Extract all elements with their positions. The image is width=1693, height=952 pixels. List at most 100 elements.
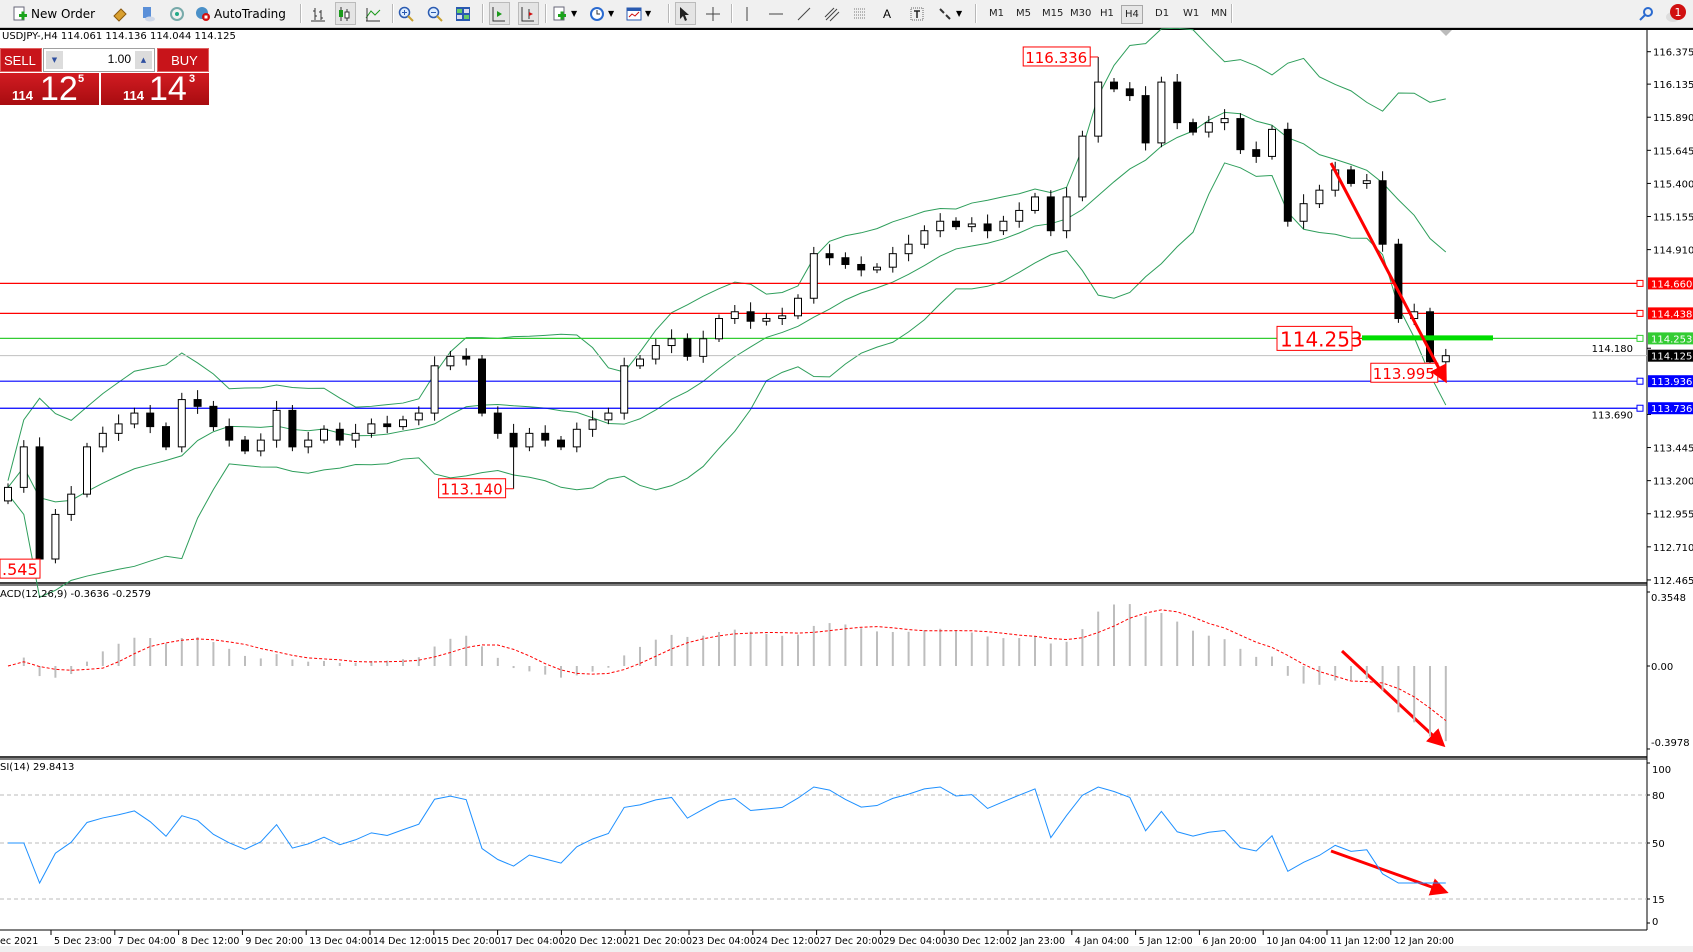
bear-candle-body: [241, 439, 249, 452]
candle: [541, 425, 550, 447]
candle: [1157, 76, 1166, 148]
cursor-icon: [680, 6, 689, 21]
price-tag-label: 113.936: [1651, 377, 1692, 388]
time-tick-label: 15 Dec 20:00: [437, 936, 501, 947]
bull-candle-body: [304, 439, 313, 448]
line-chart-button[interactable]: [365, 3, 384, 24]
candle: [1252, 141, 1261, 163]
period-m30[interactable]: M30: [1070, 8, 1092, 19]
bull-candle-body: [414, 412, 423, 421]
period-m1[interactable]: M1: [989, 8, 1004, 19]
sell-price[interactable]: 114 12 5: [0, 70, 99, 108]
new-order-button[interactable]: New Order: [12, 3, 95, 24]
autotrading-button[interactable]: AutoTrading: [195, 3, 286, 24]
bull-candle-body: [525, 432, 534, 448]
line-handle: [1636, 279, 1644, 287]
crosshair-button[interactable]: [705, 3, 724, 24]
bear-candle-body: [1046, 196, 1055, 232]
candle: [1110, 78, 1118, 93]
period-m5[interactable]: M5: [1016, 8, 1031, 19]
periods-button[interactable]: ▼: [589, 3, 614, 24]
horizontal-line-button[interactable]: [768, 3, 787, 24]
candle: [651, 338, 660, 365]
extreme-price-label: 113.995: [1373, 365, 1435, 383]
notification-icon: 1: [1666, 3, 1686, 22]
period-mn[interactable]: MN: [1211, 8, 1228, 19]
bear-candle-body: [225, 426, 234, 441]
chevron-down-icon: ▼: [571, 9, 578, 18]
tile-windows-button[interactable]: [455, 3, 474, 24]
zoom-in-button[interactable]: [398, 3, 417, 24]
meta-editor-button[interactable]: [112, 3, 131, 24]
channel-button[interactable]: [824, 3, 843, 24]
chart-shift-button[interactable]: [518, 2, 539, 25]
zoom-out-button[interactable]: [427, 3, 446, 24]
period-d1[interactable]: D1: [1155, 8, 1170, 19]
candle: [304, 432, 313, 454]
period-m15[interactable]: M15: [1042, 8, 1064, 19]
notification-count: 1: [1675, 6, 1682, 19]
bar-chart-button[interactable]: [310, 3, 329, 24]
period-h1[interactable]: H1: [1100, 8, 1114, 19]
bear-candle-body: [1283, 128, 1292, 222]
search-button[interactable]: [1638, 3, 1657, 24]
toolbar: New Order AutoTrading ▼ ▼ ▼ A ▼ M1 M5 M15 M…: [0, 0, 1693, 28]
candle: [462, 348, 471, 366]
price-tag: [1648, 277, 1693, 290]
lot-increase-icon[interactable]: ▲: [135, 51, 152, 69]
bull-candle-body: [114, 423, 123, 434]
indicators-button[interactable]: ▼: [552, 3, 577, 24]
bear-candle-body: [857, 263, 866, 271]
lot-size-stepper[interactable]: ▼ 1.00 ▲: [43, 48, 155, 72]
cursor-button[interactable]: [675, 2, 696, 25]
arrows-button[interactable]: ▼: [937, 3, 962, 24]
buy-price[interactable]: 114 14 3: [101, 70, 209, 108]
price-tick-label: 112.465: [1653, 576, 1693, 587]
extreme-label-box: [0, 558, 41, 579]
auto-scroll-button[interactable]: [489, 2, 510, 25]
separator: [300, 4, 302, 23]
lot-decrease-icon[interactable]: ▼: [46, 51, 63, 69]
bar-chart-icon: [311, 7, 325, 21]
bull-candle-body: [730, 311, 739, 320]
bull-candle-body: [1031, 196, 1039, 211]
buy-button[interactable]: BUY: [157, 48, 209, 72]
period-w1[interactable]: W1: [1183, 8, 1200, 19]
bull-candle-body: [636, 358, 644, 367]
bear-candle-body: [746, 311, 755, 322]
new-order-label: New Order: [31, 6, 96, 21]
notification-button[interactable]: 1: [1664, 2, 1688, 23]
candlestick-button[interactable]: [335, 2, 356, 25]
bull-candle-body: [967, 223, 976, 228]
candle: [572, 422, 581, 453]
text-button[interactable]: A: [883, 3, 891, 24]
fibonacci-button[interactable]: [852, 3, 871, 24]
candle: [4, 483, 12, 505]
bull-candle-body: [1441, 355, 1450, 363]
macd-tick-label: 0.00: [1651, 662, 1673, 673]
lot-size-input[interactable]: 1.00: [107, 52, 131, 66]
sell-button[interactable]: SELL: [0, 48, 42, 72]
price-tick-label: 113.445: [1653, 444, 1693, 455]
candle: [1362, 173, 1371, 189]
templates-icon: [626, 7, 642, 20]
price-tick-label: 114.180: [1592, 344, 1633, 355]
candle: [67, 486, 76, 521]
trendline-button[interactable]: [796, 3, 815, 24]
price-trend-arrow: [1329, 162, 1447, 384]
signals-button[interactable]: [169, 3, 188, 24]
candle: [1062, 187, 1071, 239]
candle: [1015, 202, 1024, 228]
bull-candle-body: [778, 315, 787, 320]
line-handle: [1636, 309, 1644, 317]
channel-icon: [824, 7, 840, 21]
text-label-button[interactable]: [909, 3, 928, 24]
period-h4[interactable]: H4: [1121, 5, 1143, 24]
bull-candle-body: [1362, 180, 1371, 184]
market-watch-button[interactable]: [140, 3, 159, 24]
fibonacci-icon: [854, 8, 866, 18]
templates-button[interactable]: ▼: [626, 3, 651, 24]
vertical-line-button[interactable]: [739, 3, 758, 24]
bull-candle-body: [762, 318, 771, 322]
